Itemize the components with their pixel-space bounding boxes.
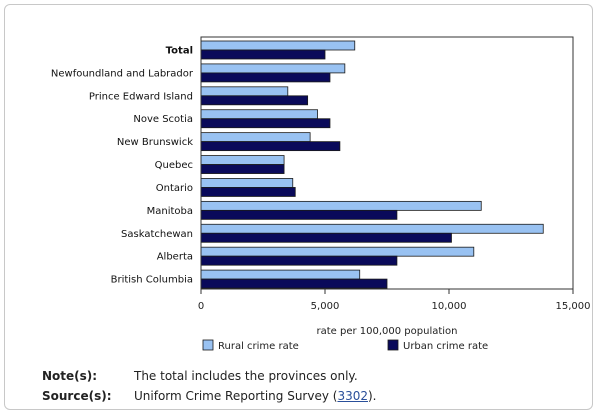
bar-urban	[200, 232, 452, 243]
bar-rural	[200, 63, 346, 74]
legend-swatch	[202, 339, 214, 351]
source-link[interactable]: 3302	[337, 389, 368, 403]
bar-rural	[200, 269, 361, 280]
source-end: ).	[367, 389, 377, 403]
bar-rural	[200, 109, 318, 120]
bar-urban	[200, 118, 331, 129]
bar-urban	[200, 278, 388, 289]
category-label: Quebec	[155, 160, 193, 171]
bar-chart: Total Newfoundland and Labrador Prince Edw…	[51, 36, 591, 352]
legend: Rural crime rate Urban crime rate	[202, 339, 488, 352]
category-label: Alberta	[157, 252, 193, 263]
bar-rural	[200, 200, 482, 211]
bars	[200, 40, 544, 289]
category-label: Manitoba	[147, 206, 193, 217]
note-label: Note(s):	[42, 369, 98, 383]
legend-label: Urban crime rate	[403, 341, 488, 352]
source-row: Source(s): Uniform Crime Reporting Survey…	[42, 386, 376, 406]
note-text: The total includes the provinces only.	[134, 369, 358, 383]
bar-urban	[200, 72, 331, 83]
source-label: Source(s):	[42, 389, 112, 403]
bar-rural	[200, 246, 475, 257]
x-tick-label: 10,000	[432, 301, 467, 312]
bar-rural	[200, 155, 285, 165]
bar-urban	[200, 49, 326, 60]
bar-urban	[200, 255, 398, 266]
bar-rural	[200, 223, 544, 234]
category-label: Saskatchewan	[121, 229, 193, 240]
bar-rural	[200, 40, 356, 51]
bar-rural	[200, 178, 294, 188]
x-axis: 0 5,000 10,000 15,000	[198, 36, 591, 312]
bar-urban	[200, 95, 309, 106]
x-tick-label: 0	[198, 301, 204, 312]
legend-swatch	[387, 339, 399, 351]
category-label: Newfoundland and Labrador	[51, 68, 194, 79]
notes-block: Note(s): The total includes the provinces…	[42, 366, 376, 406]
bar-rural	[200, 86, 289, 97]
category-label: British Columbia	[111, 275, 193, 286]
x-tick-label: 5,000	[311, 301, 340, 312]
plot-border	[200, 36, 574, 290]
bar-urban	[200, 141, 341, 152]
bar-urban	[200, 187, 296, 197]
source-text: Uniform Crime Reporting Survey (	[134, 389, 338, 403]
category-label: New Brunswick	[117, 137, 193, 148]
bar-rural	[200, 132, 311, 143]
note-row: Note(s): The total includes the provinces…	[42, 366, 376, 386]
bar-urban	[200, 209, 398, 220]
category-label: Total	[166, 46, 193, 57]
bar-urban	[200, 164, 285, 174]
category-label: Prince Edward Island	[89, 91, 193, 102]
category-label: Nove Scotia	[133, 114, 193, 125]
category-label: Ontario	[156, 183, 193, 194]
category-labels: Total Newfoundland and Labrador Prince Edw…	[51, 46, 194, 286]
legend-label: Rural crime rate	[218, 341, 299, 352]
x-axis-label: rate per 100,000 population	[316, 326, 457, 337]
x-tick-label: 15,000	[556, 301, 591, 312]
